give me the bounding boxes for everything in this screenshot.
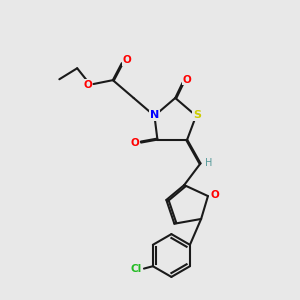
Text: Cl: Cl [130, 264, 142, 274]
Text: O: O [210, 190, 219, 200]
Text: O: O [183, 75, 191, 85]
Text: H: H [205, 158, 212, 168]
Text: S: S [193, 110, 201, 120]
Text: N: N [150, 110, 159, 120]
Text: O: O [123, 55, 131, 65]
Text: O: O [130, 138, 139, 148]
Text: O: O [83, 80, 92, 90]
